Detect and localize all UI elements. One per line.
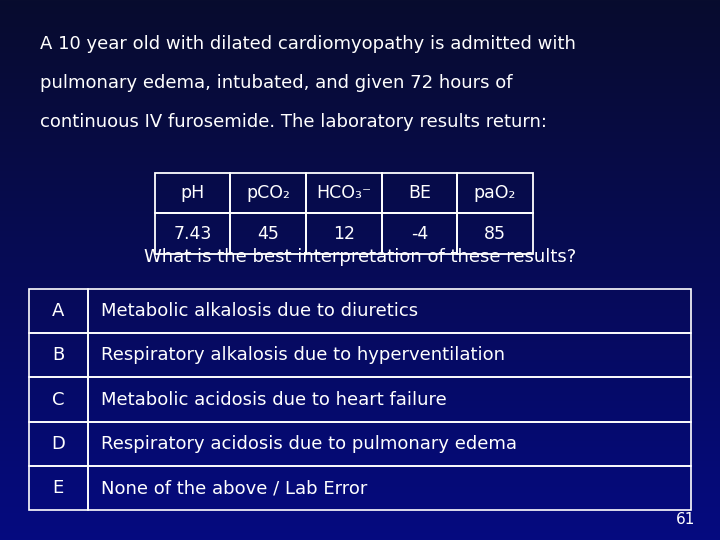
Text: pCO₂: pCO₂ [246, 184, 290, 202]
Bar [382, 213, 457, 254]
Text: A 10 year old with dilated cardiomyopathy is admitted with: A 10 year old with dilated cardiomyopath… [40, 35, 575, 53]
Bar [88, 377, 691, 422]
Text: E: E [53, 479, 64, 497]
Bar [155, 213, 230, 254]
Bar [29, 466, 88, 510]
Text: A: A [52, 302, 65, 320]
Text: 61: 61 [675, 511, 695, 526]
Bar [29, 333, 88, 377]
Bar [457, 173, 533, 213]
Text: BE: BE [408, 184, 431, 202]
Text: 45: 45 [257, 225, 279, 242]
Bar [88, 289, 691, 333]
Text: pulmonary edema, intubated, and given 72 hours of: pulmonary edema, intubated, and given 72… [40, 74, 512, 92]
Bar [382, 173, 457, 213]
Bar [88, 333, 691, 377]
Text: C: C [52, 390, 65, 409]
Text: HCO₃⁻: HCO₃⁻ [316, 184, 372, 202]
Bar [155, 173, 230, 213]
Bar [306, 213, 382, 254]
Text: Metabolic alkalosis due to diuretics: Metabolic alkalosis due to diuretics [101, 302, 418, 320]
Bar [457, 213, 533, 254]
Text: What is the best interpretation of these results?: What is the best interpretation of these… [144, 247, 576, 266]
Text: paO₂: paO₂ [474, 184, 516, 202]
Text: -4: -4 [411, 225, 428, 242]
Text: Metabolic acidosis due to heart failure: Metabolic acidosis due to heart failure [101, 390, 446, 409]
Bar [230, 213, 306, 254]
Text: 85: 85 [484, 225, 506, 242]
Text: Respiratory alkalosis due to hyperventilation: Respiratory alkalosis due to hyperventil… [101, 346, 505, 364]
Text: Respiratory acidosis due to pulmonary edema: Respiratory acidosis due to pulmonary ed… [101, 435, 517, 453]
Bar [88, 422, 691, 466]
Text: B: B [52, 346, 65, 364]
Bar [306, 173, 382, 213]
Text: None of the above / Lab Error: None of the above / Lab Error [101, 479, 367, 497]
Bar [29, 289, 88, 333]
Text: pH: pH [181, 184, 204, 202]
Bar [230, 173, 306, 213]
Text: continuous IV furosemide. The laboratory results return:: continuous IV furosemide. The laboratory… [40, 113, 546, 131]
Bar [88, 466, 691, 510]
Text: D: D [51, 435, 66, 453]
Text: 7.43: 7.43 [174, 225, 212, 242]
Bar [29, 422, 88, 466]
Bar [29, 377, 88, 422]
Text: 12: 12 [333, 225, 355, 242]
